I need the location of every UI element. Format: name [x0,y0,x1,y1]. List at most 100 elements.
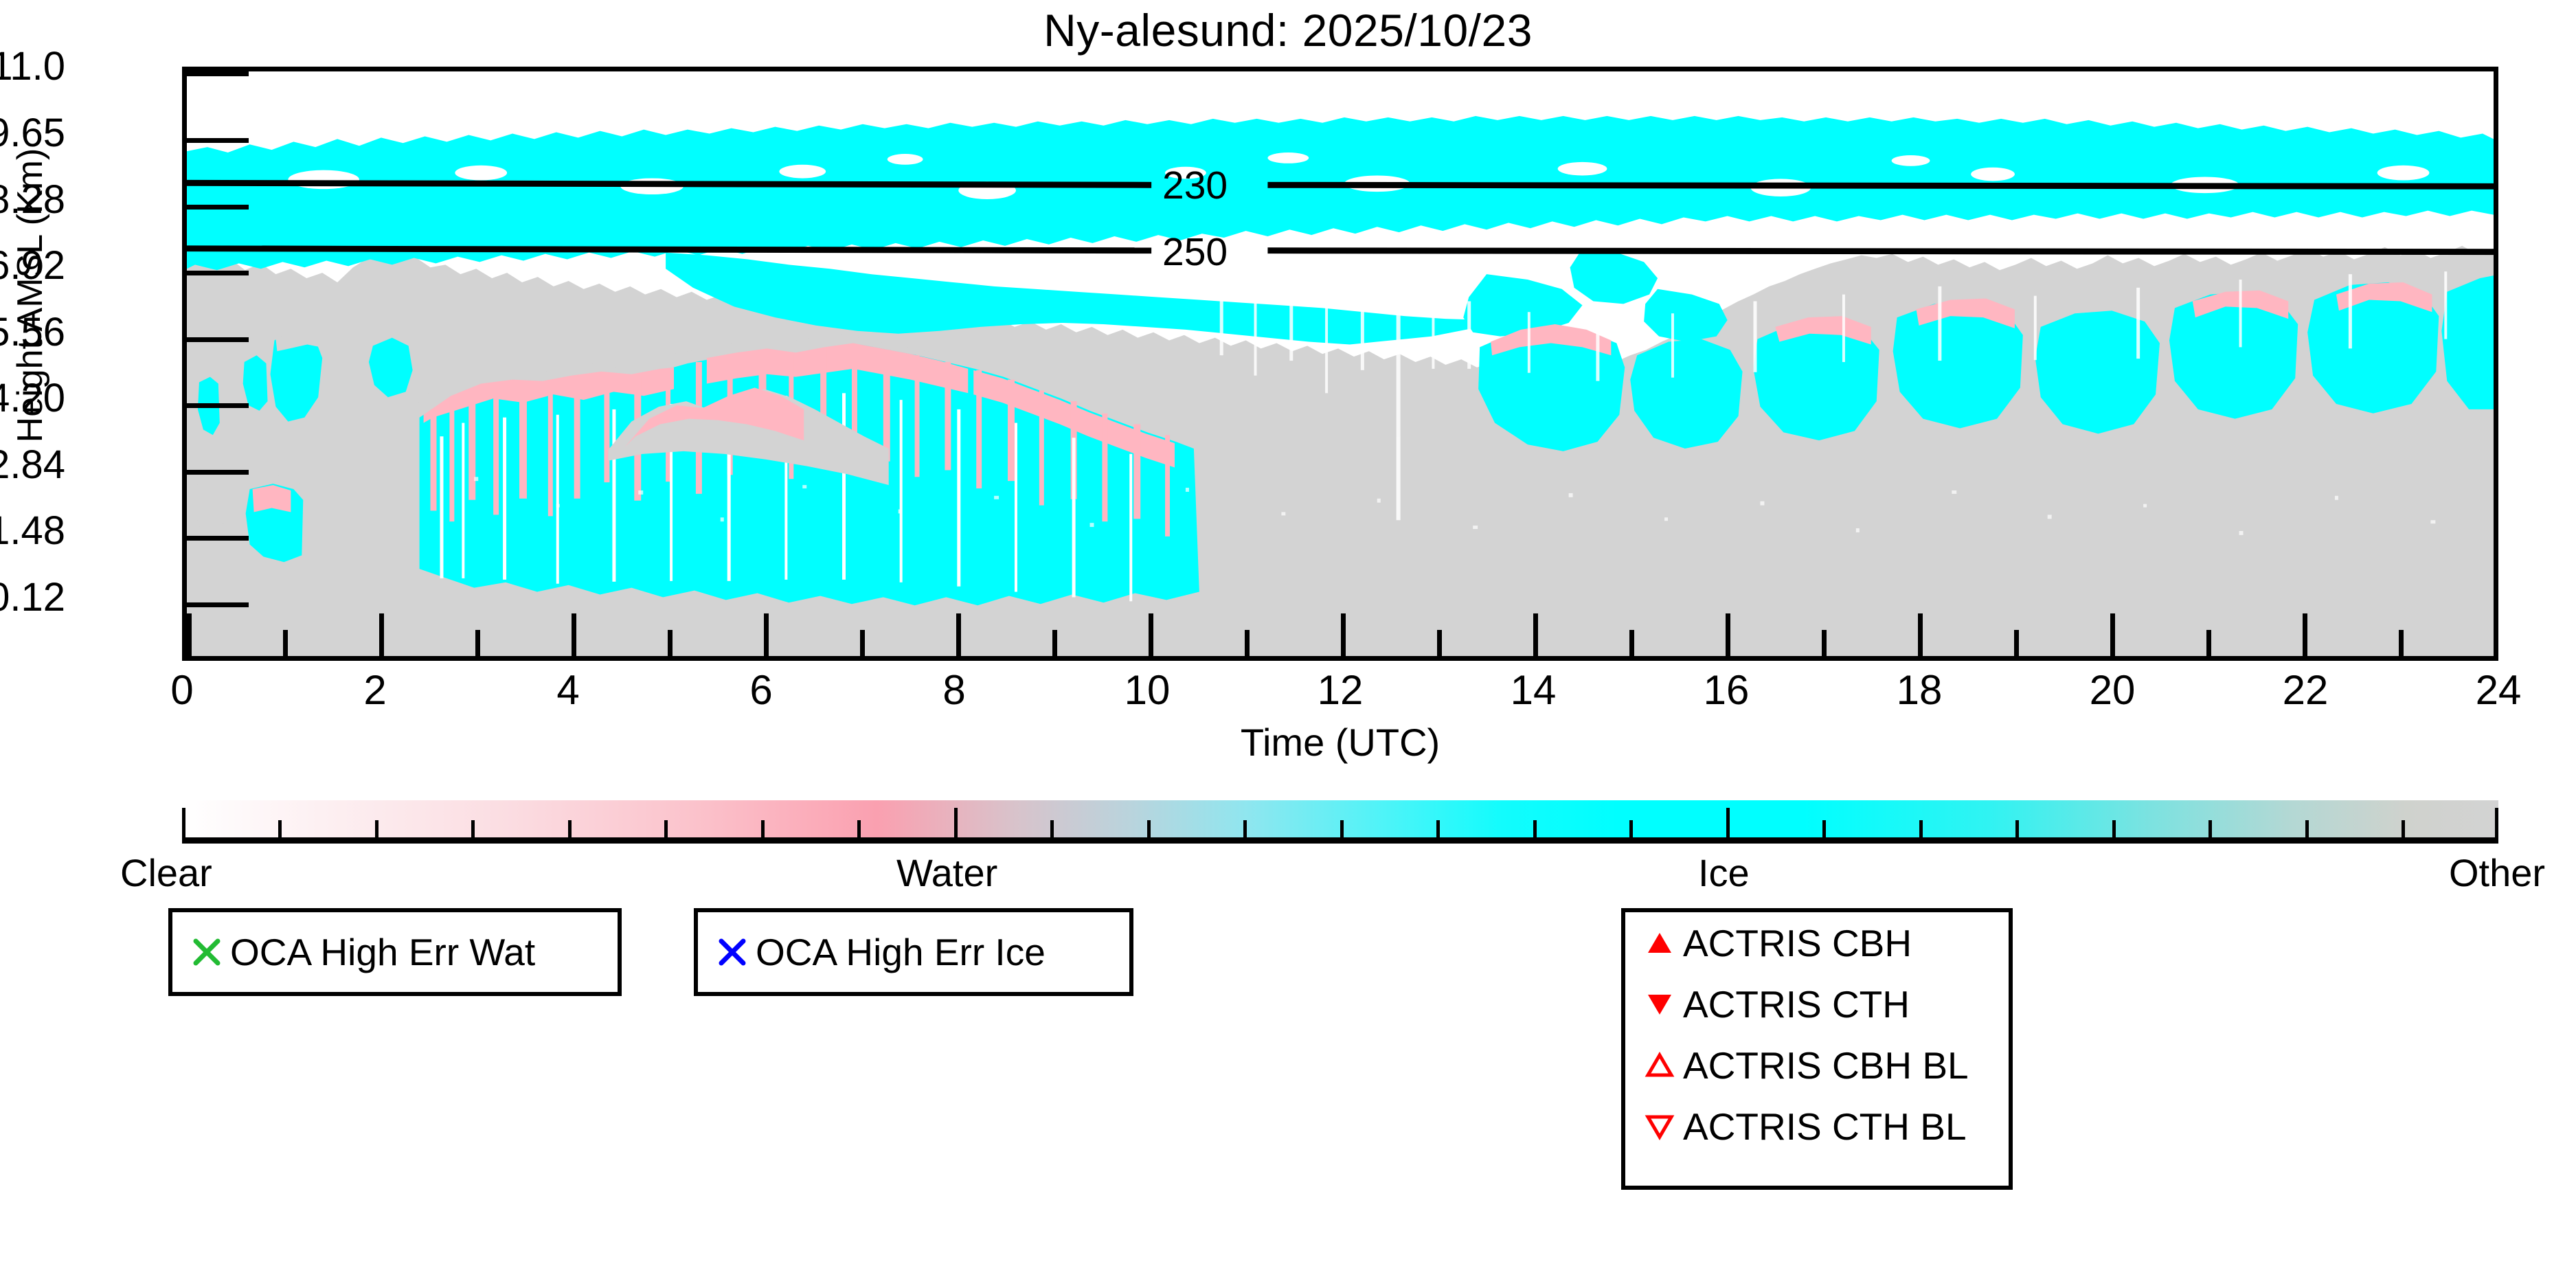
x-tick-label: 12 [1317,667,1364,713]
early-ice-patch-4 [368,337,413,398]
colorbar-tick-minor [2112,820,2116,837]
isotherm-250-line-right [1267,247,2494,256]
low-ice-cells [1478,275,2494,451]
cirrus-ice-layer [187,115,2494,271]
x-tick-minor [2206,630,2211,656]
phase-field: 230 250 [187,71,2494,656]
colorbar-tick-minor [1822,820,1826,837]
colorbar-tick-minor [1629,820,1633,837]
x-tick-label: 22 [2282,667,2329,713]
colorbar-tick-minor [2208,820,2212,837]
y-tick [187,205,249,210]
x-tick-major [1726,613,1730,656]
triangle-up-filled-icon [1640,928,1679,958]
isotherm-250-label: 250 [1162,230,1228,274]
isotherm-230-line-right [1267,181,2494,190]
y-tick-label: 9.65 [0,111,65,155]
x-tick-label: 0 [170,667,194,713]
x-tick-label: 16 [1703,667,1750,713]
midlevel-water-tops-2 [706,343,969,394]
x-tick-major [764,613,769,656]
x-tick-major [572,613,576,656]
y-tick-label: 4.20 [0,376,65,420]
legend-item[interactable]: OCA High Err Wat [172,912,618,992]
x-tick-major [2494,613,2498,656]
y-tick-label: 1.48 [0,508,65,553]
legend-actris[interactable]: ACTRIS CBH ACTRIS CTH ACTRIS CBH BL ACTR… [1621,908,2013,1190]
x-axis-label: Time (UTC) [1240,721,1440,764]
legend-item[interactable]: ACTRIS CBH BL [1625,1035,2009,1096]
colorbar-label-ice: Ice [1698,851,1750,894]
early-ice-patch-3-grey [275,328,321,352]
x-tick-label: 10 [1124,667,1171,713]
colorbar-tick-minor [568,820,572,837]
legend-item[interactable]: ACTRIS CTH BL [1625,1096,2009,1157]
x-tick-label: 24 [2475,667,2522,713]
colorbar-tick-minor [2402,820,2405,837]
x-tick-major [1149,613,1153,656]
x-tick-minor [283,630,288,656]
x-tick-label: 20 [2089,667,2136,713]
x-tick-minor [2399,630,2404,656]
y-tick [187,602,249,607]
early-ice-patch-2 [242,355,268,411]
x-tick-minor [668,630,673,656]
x-tick-minor [1245,630,1250,656]
legend-item[interactable]: OCA High Err Ice [698,912,1129,992]
x-tick-major [2110,613,2115,656]
x-tick-minor [1052,630,1057,656]
page-title: Ny-alesund: 2025/10/23 [1043,5,1533,56]
isotherm-230-label: 230 [1162,163,1228,207]
x-tick-minor [860,630,865,656]
x-tick-minor [2014,630,2019,656]
x-tick-major [956,613,961,656]
x-tick-major [1533,613,1538,656]
colorbar-tick-minor [471,820,475,837]
cloud-phase-plot[interactable]: 230 250 [182,67,2498,661]
colorbar-tick-minor [1436,820,1440,837]
colorbar-tick-minor [1919,820,1923,837]
x-mark-blue-icon [713,936,752,968]
early-ice-patch-3 [270,329,323,422]
low-region-speckle [474,477,2436,535]
y-tick [187,470,249,475]
y-tick-label: 8.28 [0,177,65,222]
colorbar-tick-major [182,808,185,837]
x-tick-major [1918,613,1923,656]
colorbar-tick-major [954,808,958,837]
colorbar-tick-minor [857,820,861,837]
x-tick-major [379,613,384,656]
x-tick-label: 8 [942,667,966,713]
x-tick-minor [1629,630,1634,656]
x-tick-label: 18 [1896,667,1943,713]
legend-oca-high-err-wat[interactable]: OCA High Err Wat [168,908,622,996]
colorbar-tick-minor [278,820,282,837]
low-region-striping [1219,271,2448,521]
legend-label: OCA High Err Wat [230,931,536,973]
colorbar-label-clear: Clear [120,851,212,894]
early-low-cell-water [252,485,291,512]
colorbar-tick-minor [1533,820,1537,837]
colorbar-label-other: Other [2449,851,2546,894]
isotherm-230-line-left [187,179,1152,188]
legend-label: ACTRIS CBH BL [1683,1043,1969,1087]
ice-veil-fragment-a [1463,274,1583,337]
legend-label: ACTRIS CTH [1683,982,1910,1026]
x-tick-major [187,613,192,656]
y-tick [187,337,249,342]
midday-low-cell-water [624,387,804,448]
colorbar-axis-line [182,837,2498,844]
x-tick-label: 14 [1510,667,1557,713]
y-tick-label: 11.0 [0,44,65,89]
x-tick-minor [1437,630,1442,656]
x-tick-major [2303,613,2307,656]
colorbar-tick-major [1726,808,1730,837]
colorbar-tick-minor [1050,820,1054,837]
colorbar-label-water: Water [896,851,998,894]
colorbar-tick-minor [1147,820,1151,837]
legend-oca-high-err-ice[interactable]: OCA High Err Ice [694,908,1133,996]
legend-item[interactable]: ACTRIS CBH [1625,912,2009,973]
y-tick-label: 5.56 [0,310,65,354]
legend-label: ACTRIS CBH [1683,921,1912,964]
legend-item[interactable]: ACTRIS CTH [1625,973,2009,1035]
